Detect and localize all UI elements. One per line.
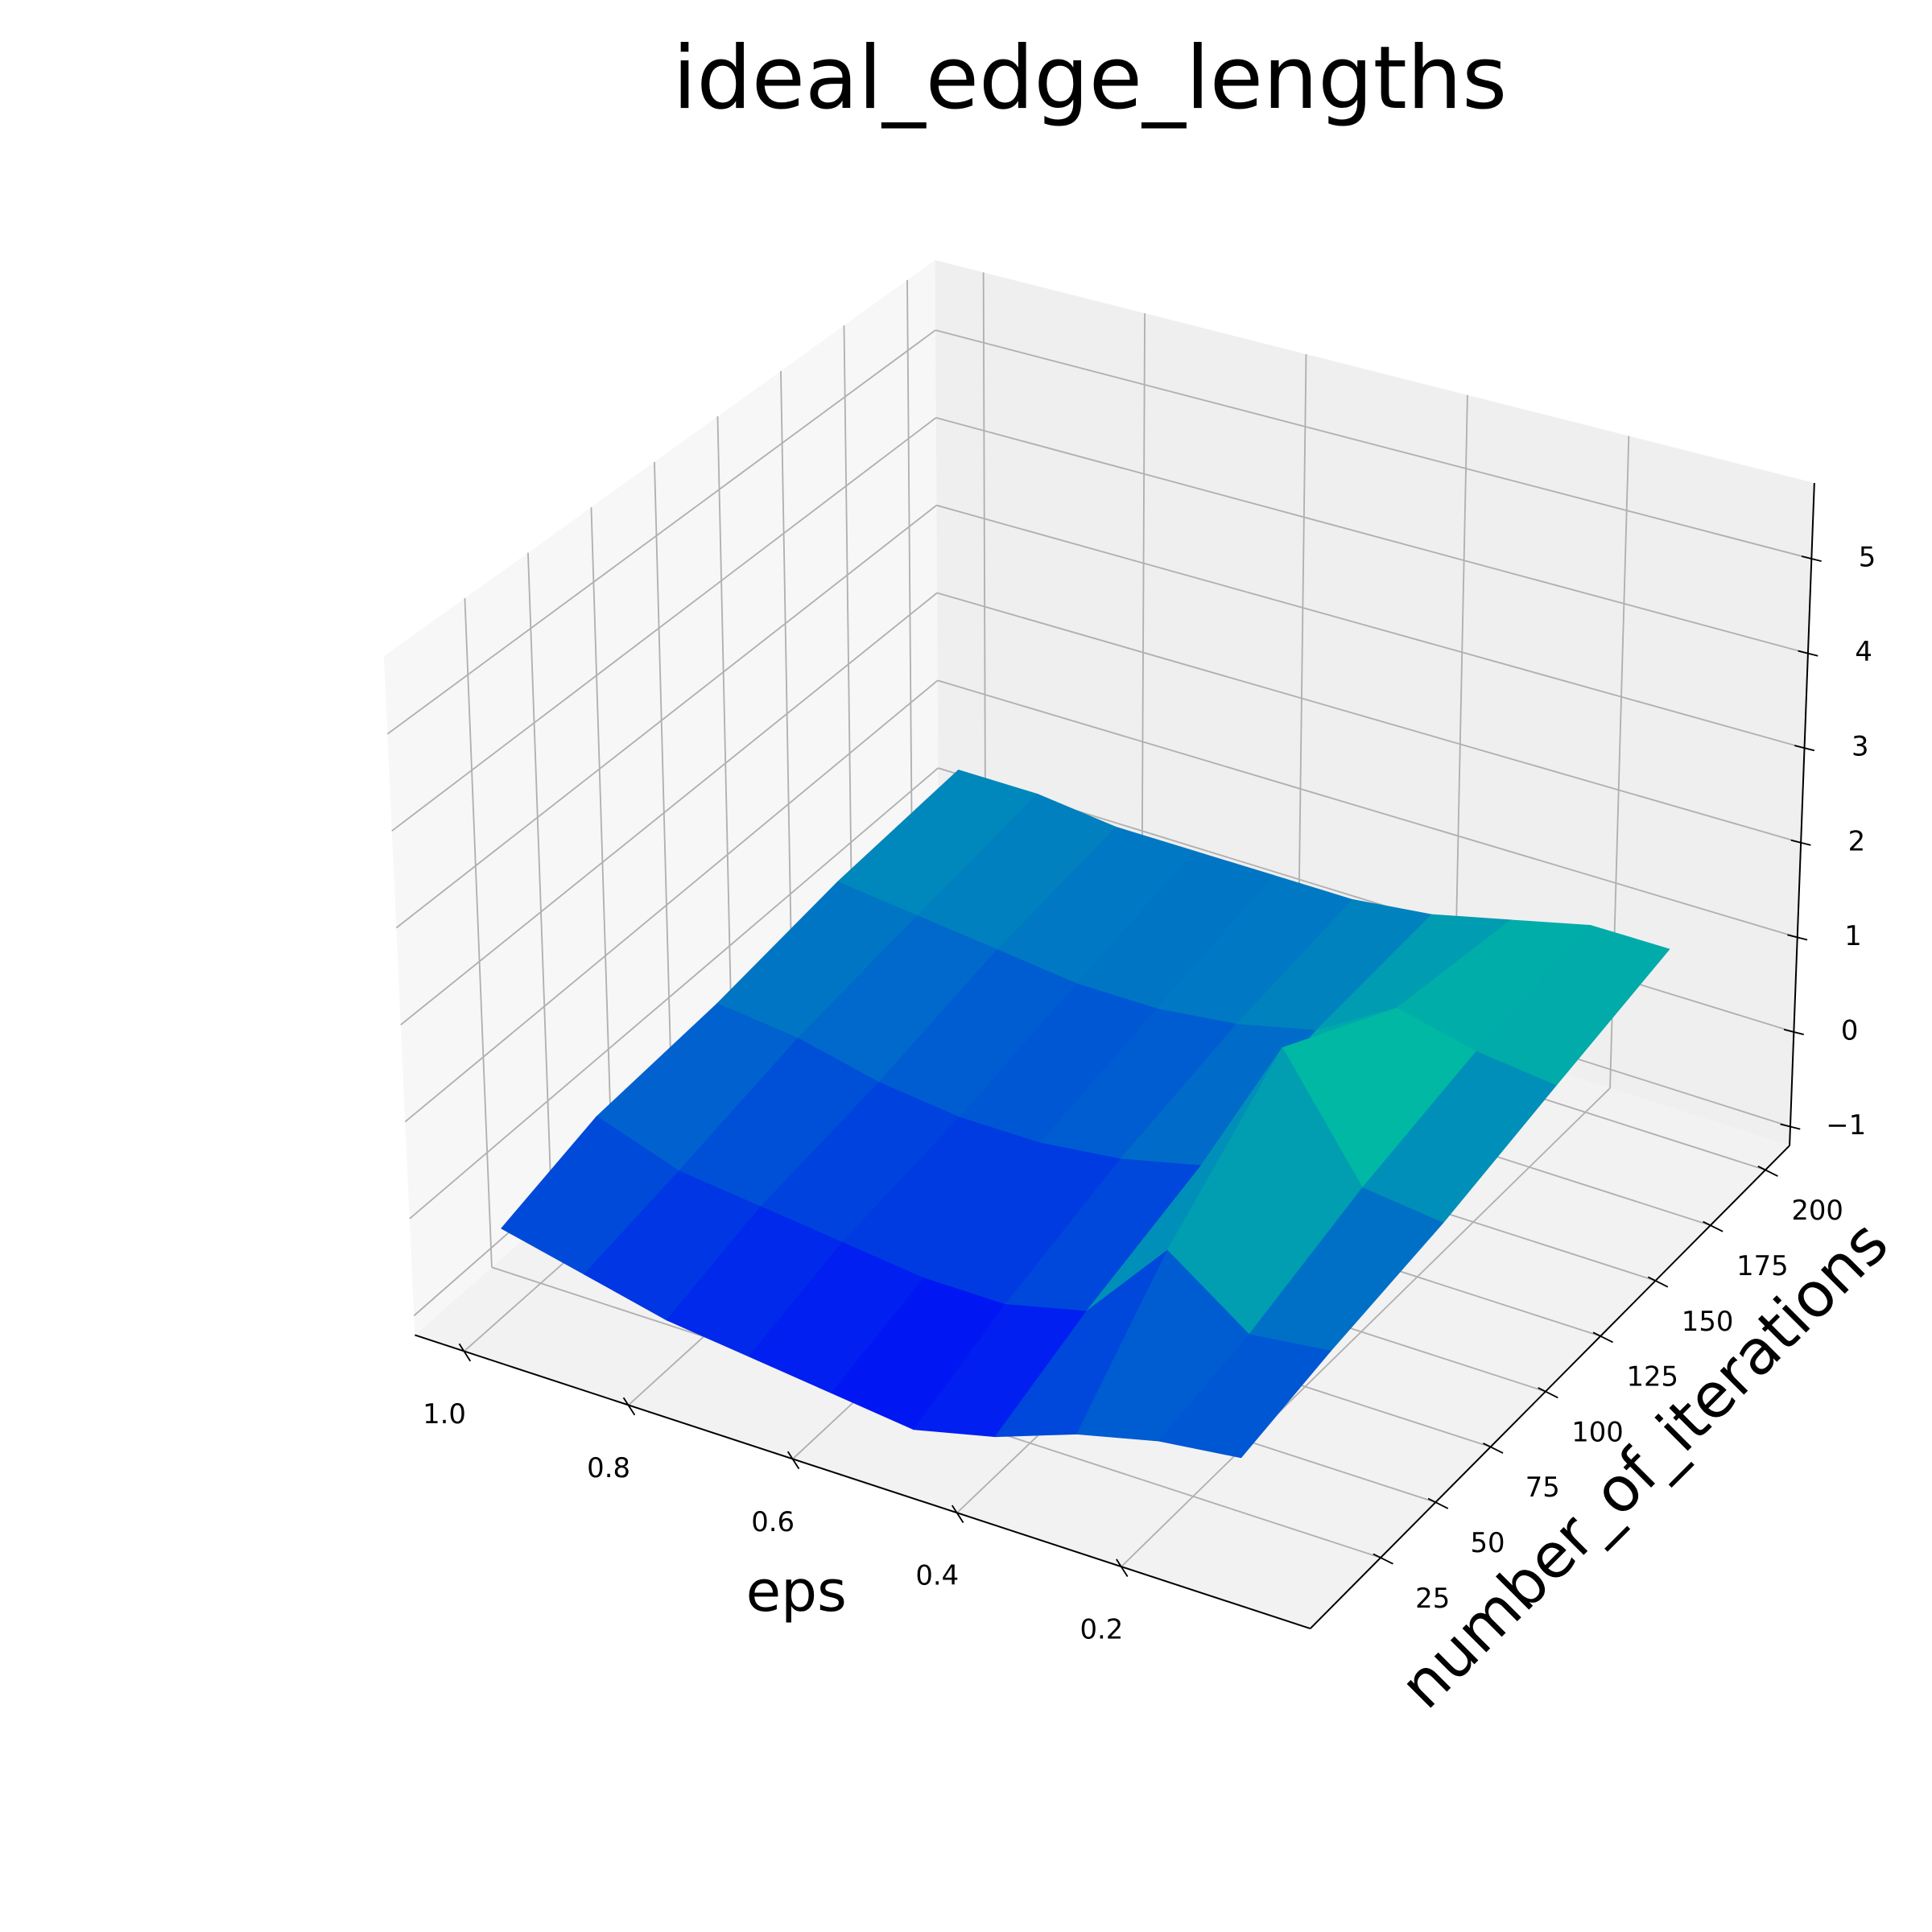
y-tick-mark: [1483, 1442, 1504, 1454]
y-tick-mark: [1373, 1553, 1393, 1565]
x-tick-label: 0.2: [1080, 1614, 1123, 1645]
z-axis-line: [1789, 482, 1815, 1146]
z-tick-label: 3: [1852, 731, 1869, 762]
x-tick-label: 1.0: [423, 1398, 466, 1430]
z-tick-label: 0: [1841, 1014, 1859, 1046]
chart-title: ideal_edge_lengths: [672, 28, 1507, 129]
y-tick-mark: [1538, 1387, 1558, 1399]
grid-line: [400, 592, 938, 1026]
z-tick-label: 2: [1848, 825, 1866, 857]
x-axis-label: eps: [746, 1558, 847, 1624]
y-tick-label: 100: [1571, 1416, 1624, 1447]
left-pane: [383, 260, 939, 1335]
grid-line: [409, 767, 939, 1220]
grid-line: [906, 279, 914, 897]
x-tick-label: 0.6: [751, 1506, 795, 1538]
grid-line: [936, 592, 1802, 844]
x-axis-line: [415, 1334, 1311, 1630]
x-tick-mark: [1116, 1558, 1129, 1577]
y-tick-mark: [1757, 1165, 1778, 1177]
grid-line: [935, 329, 1812, 559]
grid-line: [386, 329, 936, 735]
grid-line: [937, 679, 1798, 939]
y-tick-label: 50: [1470, 1527, 1505, 1558]
grid-line: [404, 679, 939, 1123]
grid-line: [935, 417, 1809, 654]
grid-line: [936, 504, 1805, 749]
x-tick-label: 0.8: [587, 1452, 630, 1484]
grid-line: [1141, 313, 1146, 939]
y-tick-label: 200: [1791, 1195, 1843, 1226]
grid-line: [780, 370, 793, 1003]
grid-line: [716, 416, 733, 1056]
y-axis-line: [1309, 1145, 1790, 1629]
x-tick-mark: [622, 1397, 636, 1416]
grid-line: [843, 325, 853, 950]
x-tick-mark: [458, 1343, 472, 1362]
grid-line: [527, 552, 553, 1215]
grid-line: [395, 504, 937, 929]
axes: 1.00.80.60.40.2255075100125150175200−101…: [415, 482, 1876, 1645]
y-tick-label: 75: [1525, 1472, 1560, 1503]
surface-cell: [1158, 1334, 1331, 1459]
z-tick-label: 5: [1859, 542, 1876, 573]
y-tick-mark: [1703, 1220, 1724, 1232]
grid-line: [654, 461, 673, 1108]
grid-line: [391, 417, 937, 832]
y-tick-mark: [1427, 1497, 1449, 1509]
z-tick-label: 4: [1855, 636, 1872, 667]
x-tick-mark: [786, 1451, 800, 1470]
grid-line: [1297, 353, 1307, 989]
y-tick-label: 25: [1415, 1583, 1450, 1614]
y-tick-mark: [1592, 1331, 1613, 1344]
grid-line: [590, 507, 613, 1162]
x-tick-label: 0.4: [915, 1560, 959, 1591]
grid-line: [1121, 1087, 1611, 1567]
x-tick-mark: [951, 1505, 964, 1524]
surface: [501, 769, 1670, 1459]
y-tick-label: 175: [1736, 1250, 1789, 1282]
y-tick-label: 125: [1627, 1361, 1679, 1393]
y-tick-label: 150: [1682, 1306, 1734, 1337]
y-tick-mark: [1647, 1276, 1669, 1288]
z-tick-label: 1: [1844, 920, 1862, 952]
grid-line: [464, 598, 493, 1268]
z-tick-label: −1: [1826, 1109, 1866, 1141]
